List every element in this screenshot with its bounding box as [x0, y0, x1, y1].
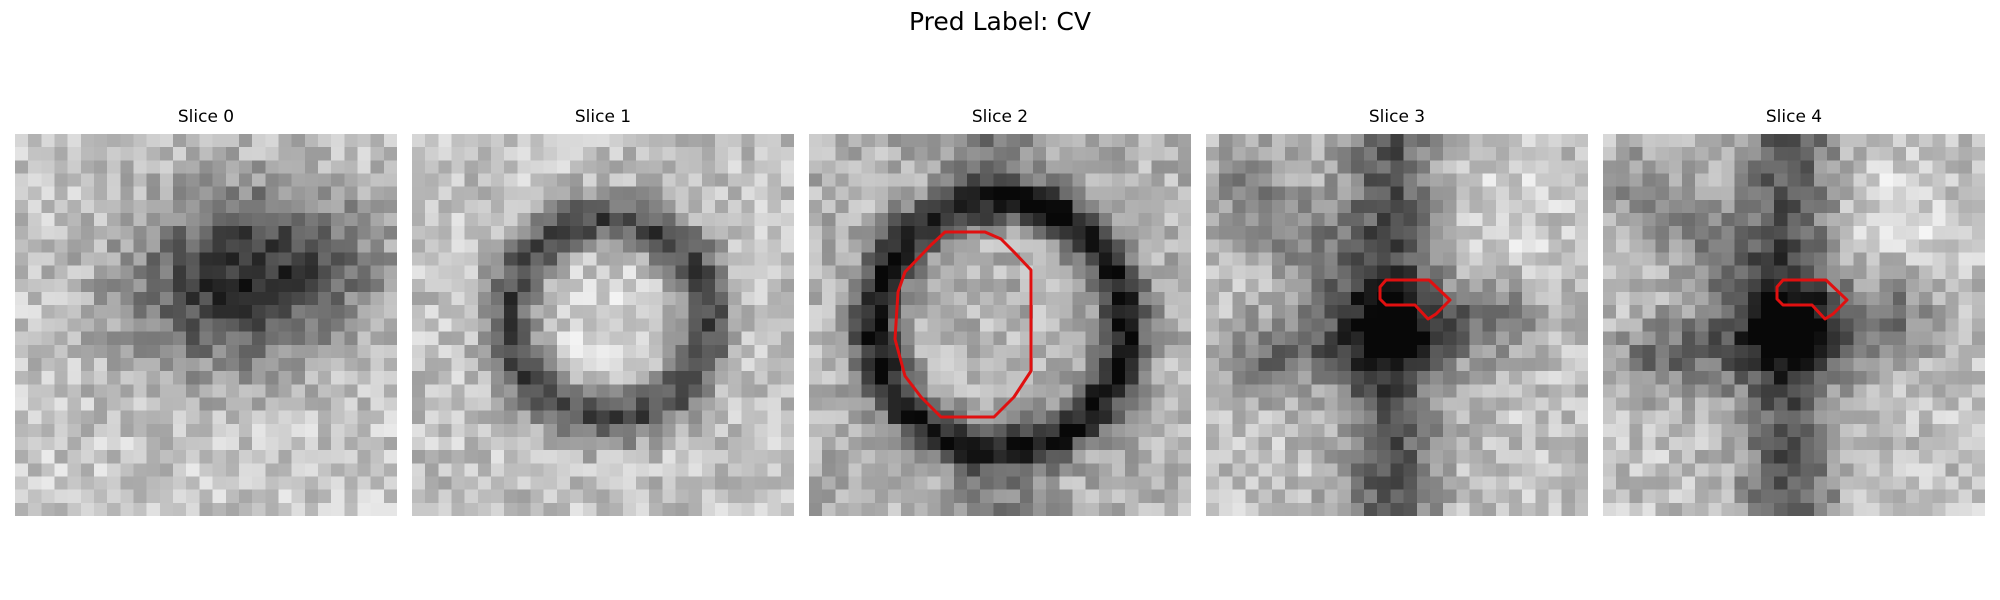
slice-image	[412, 134, 794, 516]
contour-overlay	[1378, 278, 1452, 321]
slice-image	[15, 134, 397, 516]
grayscale-slice	[1603, 134, 1985, 516]
figure-title: Pred Label: CV	[909, 7, 1091, 36]
contour-overlay	[1775, 278, 1849, 321]
prediction-contour	[1775, 278, 1849, 321]
panel-title: Slice 1	[574, 107, 632, 127]
grayscale-slice	[15, 134, 397, 516]
grayscale-slice	[1206, 134, 1588, 516]
grayscale-slice	[809, 134, 1191, 516]
contour-overlay	[893, 230, 1033, 419]
slice-image	[809, 134, 1191, 516]
panel-title: Slice 3	[1368, 107, 1426, 127]
panel-title: Slice 0	[177, 107, 235, 127]
prediction-contour	[1378, 278, 1452, 321]
grayscale-slice	[412, 134, 794, 516]
slice-image	[1603, 134, 1985, 516]
slice-image	[1206, 134, 1588, 516]
panel-title: Slice 4	[1765, 107, 1823, 127]
prediction-contour	[893, 230, 1033, 419]
panel-title: Slice 2	[971, 107, 1029, 127]
